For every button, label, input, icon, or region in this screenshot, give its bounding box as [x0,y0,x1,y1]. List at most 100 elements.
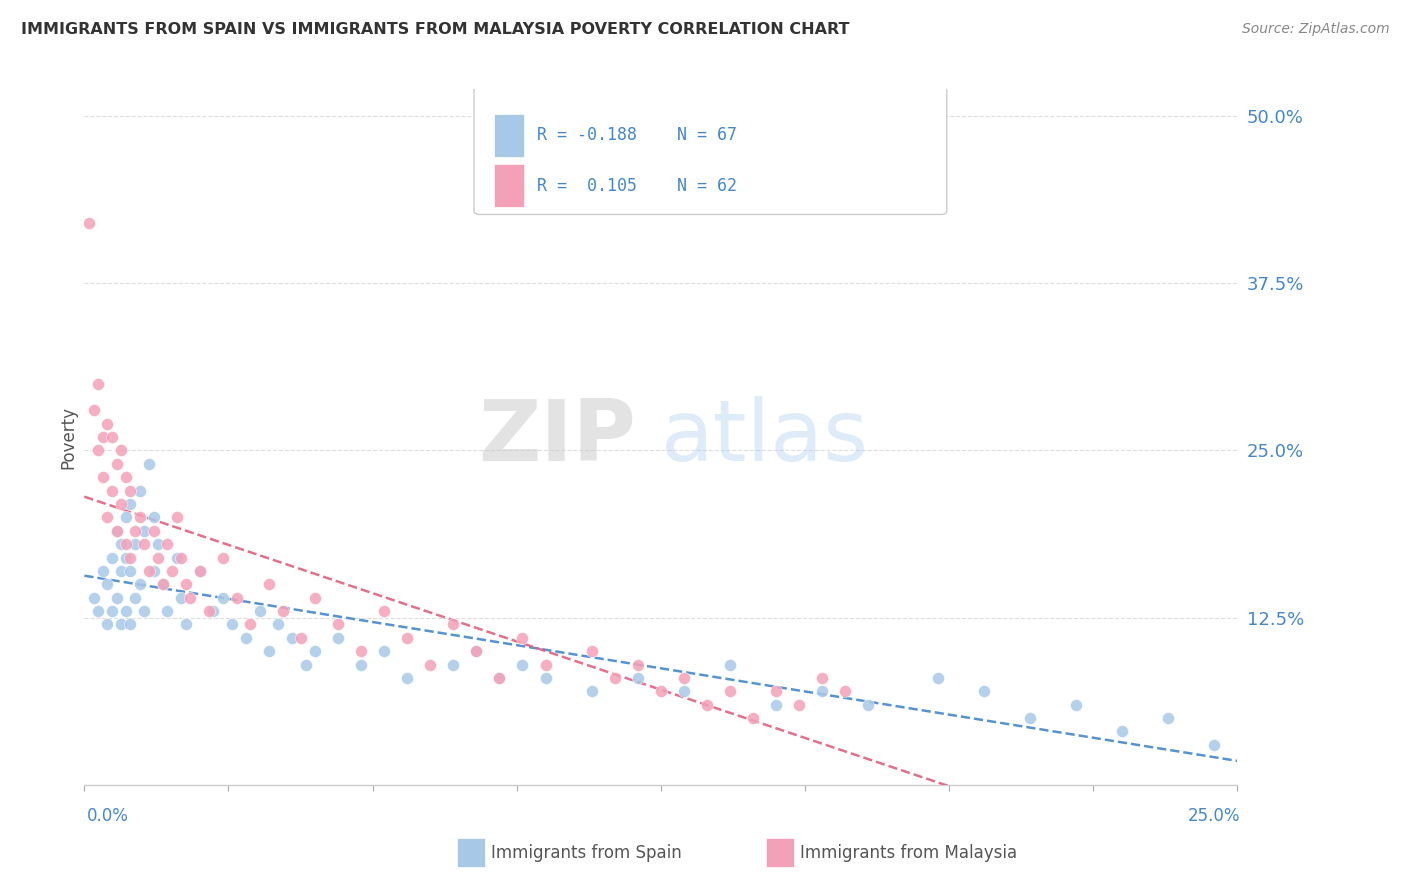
Text: 0.0%: 0.0% [87,807,129,825]
Point [211,591,233,605]
Point [1157,711,1180,725]
Point [811,684,834,698]
Point [441,657,464,672]
Point [110,617,132,632]
Point [138,564,160,578]
Point [179,591,201,605]
Point [973,684,995,698]
Point [672,684,695,698]
Point [91,470,114,484]
Point [249,604,271,618]
Point [211,550,233,565]
Point [170,550,193,565]
Point [627,671,650,685]
Point [96,577,118,591]
Point [326,631,349,645]
Point [441,617,464,632]
Point [581,684,603,698]
Point [718,684,741,698]
Point [105,457,128,471]
Point [110,443,132,458]
Point [627,657,650,672]
Point [115,470,138,484]
Point [152,577,174,591]
Point [267,617,290,632]
Point [87,604,110,618]
Point [160,564,183,578]
Point [120,497,142,511]
Point [271,604,294,618]
Point [290,631,312,645]
Point [304,644,326,658]
Point [396,631,419,645]
Point [603,671,626,685]
Point [120,617,142,632]
Point [858,698,880,712]
Point [115,550,138,565]
Point [373,604,395,618]
Point [120,550,142,565]
Point [124,591,146,605]
Point [811,671,834,685]
Point [87,376,110,391]
Point [110,564,132,578]
Point [235,631,257,645]
Point [152,577,174,591]
Point [146,550,169,565]
Bar [494,164,523,208]
Point [202,604,225,618]
Point [765,684,787,698]
Point [110,537,132,551]
Point [105,591,128,605]
Point [91,430,114,444]
Point [124,537,146,551]
Point [512,631,534,645]
Point [927,671,949,685]
Point [225,591,247,605]
Point [124,524,146,538]
Point [83,591,105,605]
Point [581,644,603,658]
Point [465,644,488,658]
Text: R = -0.188    N = 67: R = -0.188 N = 67 [537,126,738,145]
Point [156,604,179,618]
Text: atlas: atlas [661,395,869,479]
Point [105,524,128,538]
Point [77,216,100,230]
Point [96,417,118,431]
Point [115,604,138,618]
Point [718,657,741,672]
Point [696,698,718,712]
Point [101,430,124,444]
Point [128,577,150,591]
Point [1111,724,1133,739]
Text: ZIP: ZIP [478,395,636,479]
Point [128,483,150,498]
FancyBboxPatch shape [474,86,946,214]
Point [115,537,138,551]
Point [120,564,142,578]
Point [166,510,188,524]
Point [373,644,395,658]
Bar [494,113,523,157]
Point [488,671,510,685]
Point [419,657,441,672]
Point [1064,698,1087,712]
Point [350,657,373,672]
Point [281,631,304,645]
Text: IMMIGRANTS FROM SPAIN VS IMMIGRANTS FROM MALAYSIA POVERTY CORRELATION CHART: IMMIGRANTS FROM SPAIN VS IMMIGRANTS FROM… [21,22,849,37]
Point [134,604,156,618]
Point [115,510,138,524]
Point [239,617,262,632]
Point [146,537,169,551]
Point [326,617,349,632]
Point [174,617,197,632]
Point [534,657,557,672]
Point [257,577,280,591]
Point [138,457,160,471]
Point [188,564,211,578]
Point [834,684,856,698]
Point [101,550,124,565]
Point [257,644,280,658]
Point [465,644,488,658]
